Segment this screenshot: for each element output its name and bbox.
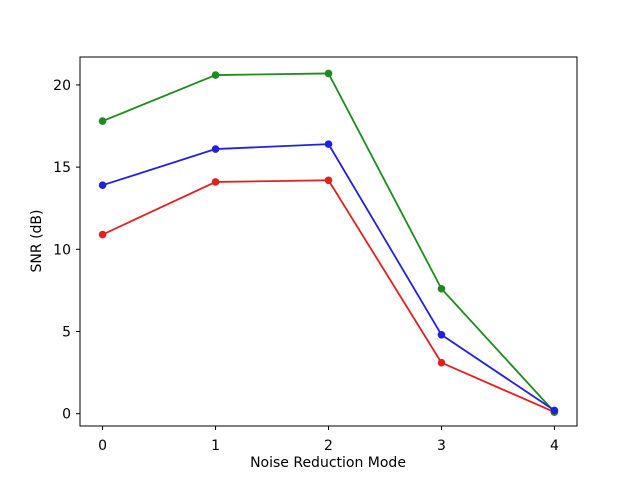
y-tick-label: 5 <box>62 324 71 340</box>
y-tick-label: 20 <box>53 78 71 94</box>
series-marker-green <box>211 71 220 79</box>
series-marker-blue <box>437 330 446 339</box>
x-tick-label: 2 <box>324 438 333 454</box>
x-axis-label: Noise Reduction Mode <box>250 455 406 471</box>
series-line-green <box>102 72 556 413</box>
series-marker-blue <box>550 406 559 415</box>
x-tick-label: 1 <box>211 438 220 454</box>
chart-layer: 0 1 2 3 4 0 5 10 15 20 <box>53 56 578 454</box>
x-tick-label: 4 <box>550 438 559 454</box>
y-axis-label: SNR (dB) <box>29 210 45 273</box>
x-tick-label: 0 <box>98 438 107 454</box>
series-marker-green <box>324 69 333 78</box>
series-marker-blue <box>211 145 220 153</box>
y-tick-label: 0 <box>62 407 71 423</box>
series-marker-green <box>98 117 107 125</box>
series-marker-red <box>211 178 220 186</box>
y-tick-label: 15 <box>53 160 71 176</box>
series-line-red <box>102 179 555 413</box>
series-marker-red <box>98 230 107 239</box>
series-marker-red <box>324 176 333 185</box>
series-marker-blue <box>324 140 333 148</box>
series-marker-blue <box>98 181 107 190</box>
y-tick-label: 10 <box>53 242 71 258</box>
series-marker-green <box>437 284 446 293</box>
axes-spines <box>79 56 578 427</box>
series-marker-red <box>437 358 446 367</box>
x-tick-label: 3 <box>437 438 446 454</box>
